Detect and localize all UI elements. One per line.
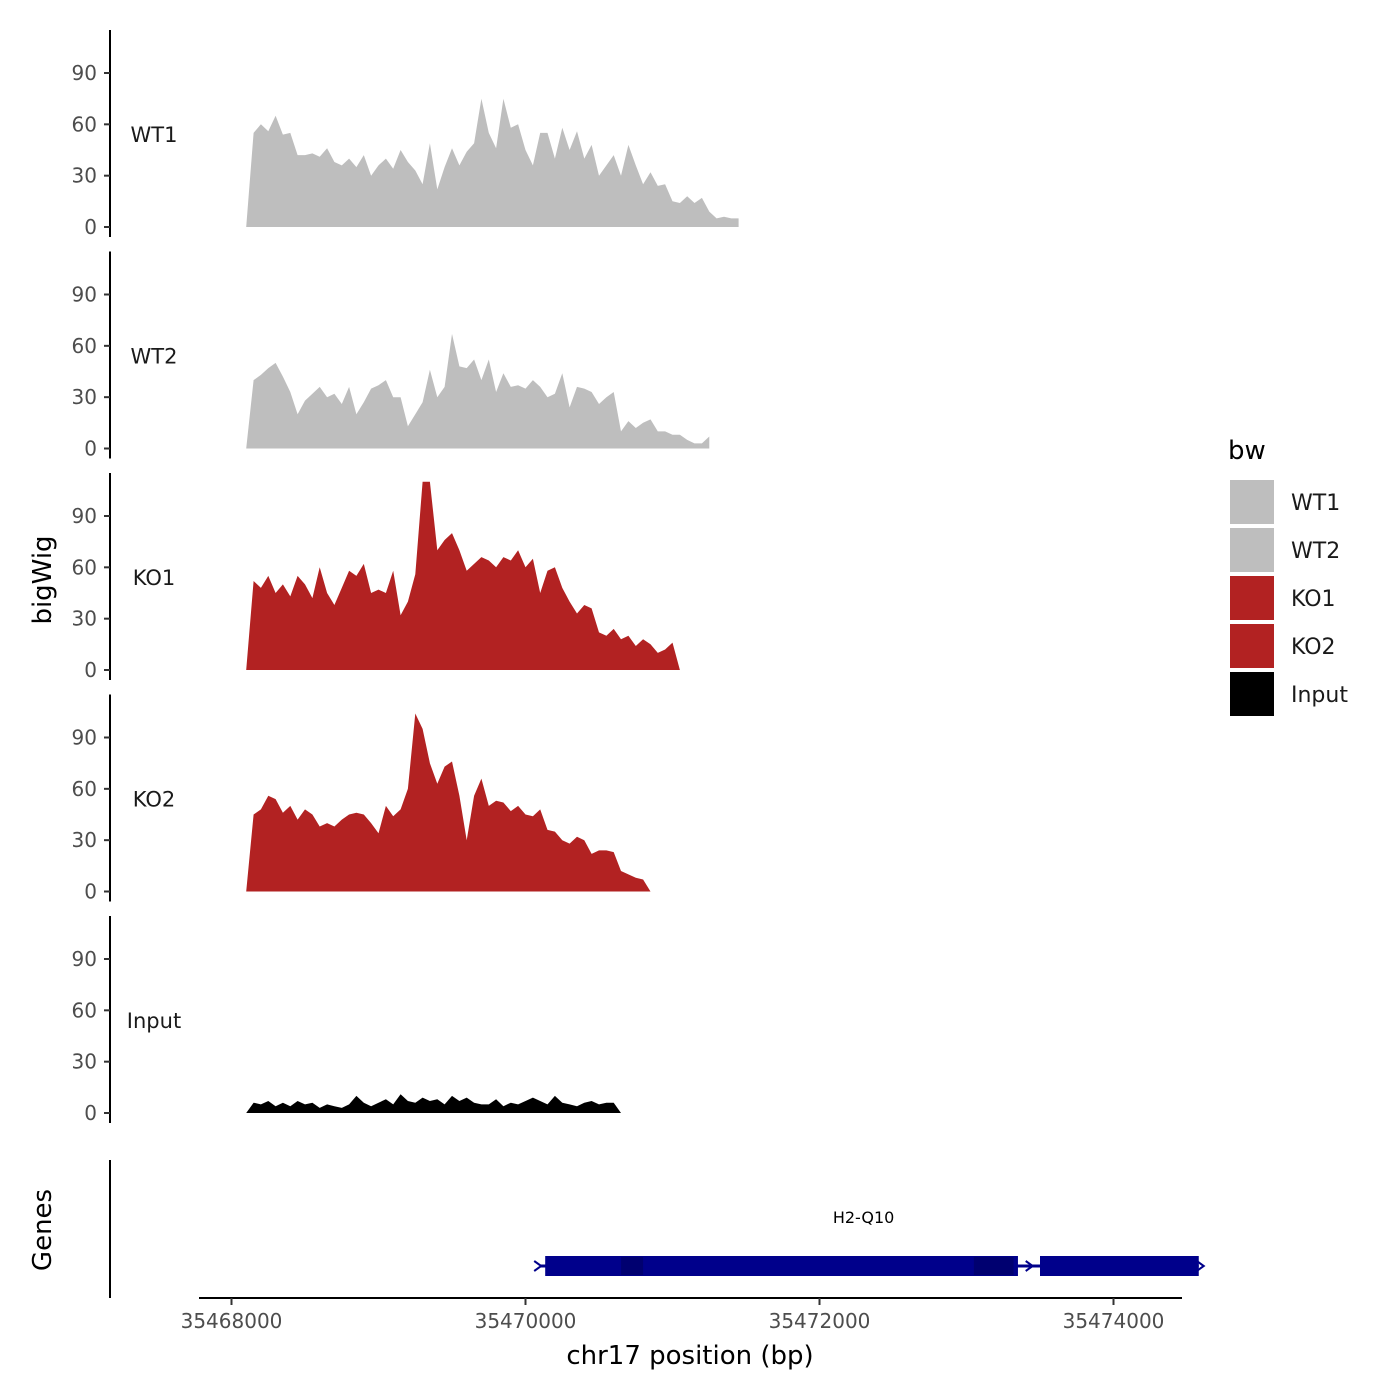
strand-arrow-icon: [533, 1260, 543, 1272]
track-ko2: 0 30 60 90 KO2: [72, 694, 651, 904]
y-tick-label: 0: [84, 1101, 97, 1125]
genes-axis-title: Genes: [28, 1189, 58, 1271]
legend-label-wt1: WT1: [1291, 491, 1340, 516]
gene-exon: [545, 1256, 1018, 1276]
track-wt2: 0 30 60 90 WT2: [72, 251, 710, 461]
gene-exon: [621, 1257, 644, 1275]
x-axis: 35468000 35470000 35472000 35474000: [181, 1297, 1182, 1333]
y-tick-label: 60: [72, 112, 97, 136]
genes-panel: H2-Q10: [109, 1160, 1206, 1298]
y-tick-label: 30: [72, 607, 97, 631]
y-tick-label: 60: [72, 777, 97, 801]
track-input: 0 30 60 90 Input: [72, 916, 621, 1125]
x-tick-label: 35470000: [475, 1309, 577, 1333]
legend-key-input: [1230, 672, 1274, 716]
y-axis-title: bigWig: [28, 535, 58, 624]
track-label: WT2: [131, 345, 178, 369]
legend-key-wt1: [1230, 480, 1274, 524]
gene-label: H2-Q10: [833, 1208, 895, 1227]
x-tick-label: 35474000: [1063, 1309, 1165, 1333]
x-tick-label: 35472000: [769, 1309, 871, 1333]
y-tick-label: 0: [84, 437, 97, 461]
legend-label-ko1: KO1: [1291, 587, 1336, 612]
gene-h2-q10: H2-Q10: [533, 1208, 1206, 1276]
legend-title: bw: [1228, 436, 1266, 466]
y-tick-label: 90: [72, 947, 97, 971]
area-wt1: [246, 98, 739, 227]
track-wt1: 0 30 60 90 WT1: [72, 30, 739, 239]
legend-key-ko2: [1230, 624, 1274, 668]
legend-label-input: Input: [1291, 683, 1348, 708]
y-tick-label: 90: [72, 726, 97, 750]
y-tick-label: 60: [72, 334, 97, 358]
legend: bw WT1 WT2 KO1 KO2 Input: [1228, 436, 1348, 716]
coverage-tracks: 0 30 60 90 WT1 0 30 60 90 WT2 0 30 60 90 KO1 0 30 60 90 KO2…: [72, 30, 739, 1125]
y-tick-label: 60: [72, 998, 97, 1022]
area-ko1: [246, 481, 680, 670]
gene-exon: [1040, 1256, 1199, 1276]
y-tick-label: 30: [72, 828, 97, 852]
strand-arrow-icon: [1196, 1260, 1206, 1272]
y-tick-label: 30: [72, 164, 97, 188]
y-tick-label: 90: [72, 504, 97, 528]
track-ko1: 0 30 60 90 KO1: [72, 473, 680, 682]
x-axis-title: chr17 position (bp): [566, 1341, 813, 1371]
y-tick-label: 0: [84, 215, 97, 239]
track-label: WT1: [131, 123, 178, 147]
legend-key-wt2: [1230, 528, 1274, 572]
area-wt2: [246, 333, 710, 449]
gene-exon: [973, 1257, 1014, 1275]
area-input: [246, 1094, 621, 1113]
x-tick-label: 35468000: [181, 1309, 283, 1333]
legend-label-wt2: WT2: [1291, 539, 1340, 564]
y-tick-label: 30: [72, 1050, 97, 1074]
y-tick-label: 0: [84, 880, 97, 904]
y-tick-label: 90: [72, 61, 97, 85]
y-tick-label: 30: [72, 385, 97, 409]
legend-label-ko2: KO2: [1291, 635, 1336, 660]
strand-arrow-icon: [1025, 1260, 1035, 1272]
y-tick-label: 90: [72, 283, 97, 307]
y-tick-label: 60: [72, 555, 97, 579]
legend-key-ko1: [1230, 576, 1274, 620]
area-ko2: [246, 713, 651, 892]
y-tick-label: 0: [84, 658, 97, 682]
track-label: KO1: [133, 566, 176, 590]
track-label: Input: [127, 1009, 181, 1033]
track-label: KO2: [133, 788, 176, 812]
